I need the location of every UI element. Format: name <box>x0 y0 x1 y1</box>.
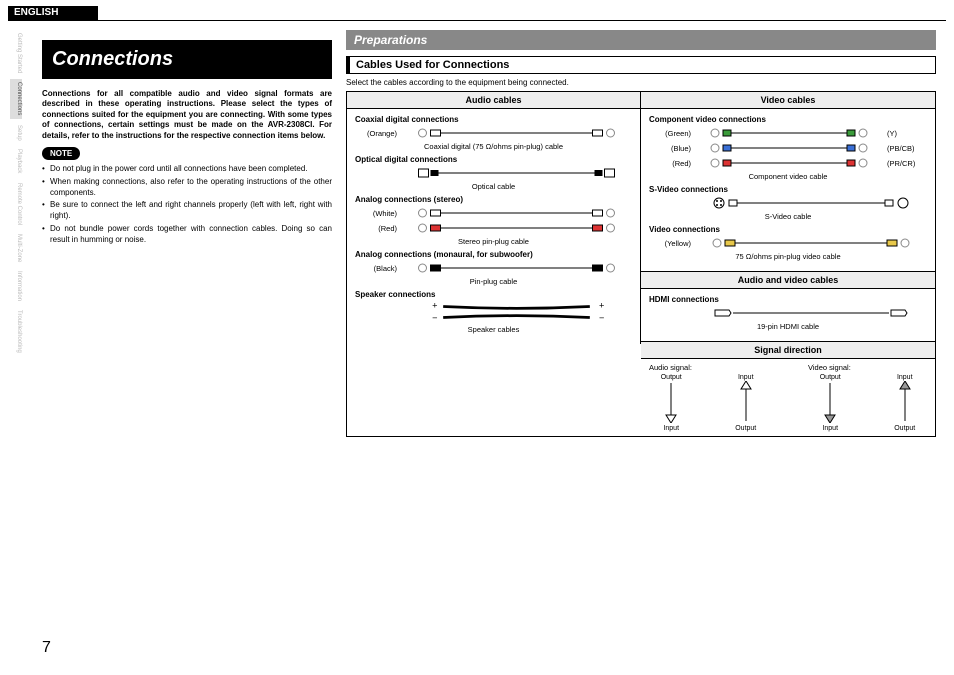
svg-text:+: + <box>432 301 437 310</box>
page-number: 7 <box>42 639 51 657</box>
sig-video-label: Video signal: <box>808 363 851 372</box>
svg-text:+: + <box>599 301 604 310</box>
opt-title: Optical digital connections <box>355 155 632 164</box>
comp-r: (Red) <box>649 159 691 168</box>
header-rule <box>8 20 946 21</box>
vid-cap: 75 Ω/ohms pin-plug video cable <box>649 252 927 261</box>
coax-cap: Coaxial digital (75 Ω/ohms pin-plug) cab… <box>355 142 632 151</box>
comp-b-r: (PB/CB) <box>887 144 927 153</box>
nav-info[interactable]: Information <box>10 268 22 304</box>
hdmi-title: HDMI connections <box>649 295 927 304</box>
comp-cap: Component video cable <box>649 172 927 181</box>
sig-head: Signal direction <box>641 341 935 359</box>
side-nav: Getting Started Connections Setup Playba… <box>10 30 22 356</box>
nav-playback[interactable]: Playback <box>10 146 22 176</box>
video-col: Video cables Component video connections… <box>641 92 935 436</box>
nav-getting-started[interactable]: Getting Started <box>10 30 22 76</box>
comp-b-icon <box>695 142 883 154</box>
comp-g: (Green) <box>649 129 691 138</box>
comp-title: Component video connections <box>649 115 927 124</box>
arrow-down-icon <box>664 381 678 423</box>
mono-lbl: (Black) <box>355 264 397 273</box>
stereo-red: (Red) <box>355 224 397 233</box>
nav-trouble[interactable]: Troubleshooting <box>10 307 22 356</box>
svideo-icon <box>695 197 927 209</box>
note-item: Do not bundle power cords together with … <box>42 224 332 246</box>
note-item: Be sure to connect the left and right ch… <box>42 200 332 222</box>
sv-title: S-Video connections <box>649 185 927 194</box>
stereo-cap: Stereo pin-plug cable <box>355 237 632 246</box>
sig-audio-label: Audio signal: <box>649 363 692 372</box>
spk-title: Speaker connections <box>355 290 632 299</box>
comp-b: (Blue) <box>649 144 691 153</box>
hdmi-cap: 19-pin HDMI cable <box>649 322 927 331</box>
preparations-bar: Preparations <box>346 30 936 50</box>
hdmi-icon <box>695 307 927 319</box>
optical-cable-icon <box>401 167 632 179</box>
note-item: When making connections, also refer to t… <box>42 177 332 199</box>
stereo-white: (White) <box>355 209 397 218</box>
nav-remote[interactable]: Remote Control <box>10 180 22 228</box>
note-list: Do not plug in the power cord until all … <box>42 164 332 246</box>
nav-connections[interactable]: Connections <box>10 79 22 118</box>
note-item: Do not plug in the power cord until all … <box>42 164 332 175</box>
coax-color: (Orange) <box>355 129 397 138</box>
video-head: Video cables <box>641 92 935 109</box>
cable-table: Audio cables Coaxial digital connections… <box>346 91 936 437</box>
left-column: Connections Connections for all compatib… <box>42 40 332 248</box>
intro-text: Connections for all compatible audio and… <box>42 89 332 141</box>
av-head: Audio and video cables <box>641 271 935 289</box>
comp-r-icon <box>695 157 883 169</box>
svg-text:−: − <box>432 313 437 323</box>
mono-cap: Pin-plug cable <box>355 277 632 286</box>
stereo-l-icon <box>401 207 632 219</box>
audio-head: Audio cables <box>347 92 641 109</box>
coax-title: Coaxial digital connections <box>355 115 632 124</box>
coax-cable-icon <box>401 127 632 139</box>
nav-multizone[interactable]: Multi-Zone <box>10 231 22 265</box>
video-cable-icon <box>695 237 927 249</box>
cables-used-bar: Cables Used for Connections <box>346 56 936 74</box>
stereo-r-icon <box>401 222 632 234</box>
instruction: Select the cables according to the equip… <box>346 78 936 87</box>
opt-cap: Optical cable <box>355 182 632 191</box>
section-title: Connections <box>42 40 332 79</box>
vid-title: Video connections <box>649 225 927 234</box>
comp-g-r: (Y) <box>887 129 927 138</box>
arrow-up-grey-icon <box>898 381 912 423</box>
spk-cap: Speaker cables <box>355 325 632 334</box>
mono-cable-icon <box>401 262 632 274</box>
right-column: Preparations Cables Used for Connections… <box>346 30 936 437</box>
arrow-down-grey-icon <box>823 381 837 423</box>
speaker-cable-icon: + + − − <box>401 301 632 323</box>
signal-direction: Audio signal: OutputInput InputOutput Vi… <box>641 359 935 436</box>
mono-title: Analog connections (monaural, for subwoo… <box>355 250 632 259</box>
stereo-title: Analog connections (stereo) <box>355 195 632 204</box>
comp-g-icon <box>695 127 883 139</box>
vid-lbl: (Yellow) <box>649 239 691 248</box>
sv-cap: S-Video cable <box>649 212 927 221</box>
nav-setup[interactable]: Setup <box>10 122 22 144</box>
lang-header: ENGLISH <box>8 6 98 20</box>
arrow-up-icon <box>739 381 753 423</box>
audio-col: Audio cables Coaxial digital connections… <box>347 92 641 436</box>
svg-text:−: − <box>599 313 604 323</box>
note-badge: NOTE <box>42 147 80 160</box>
comp-r-r: (PR/CR) <box>887 159 927 168</box>
